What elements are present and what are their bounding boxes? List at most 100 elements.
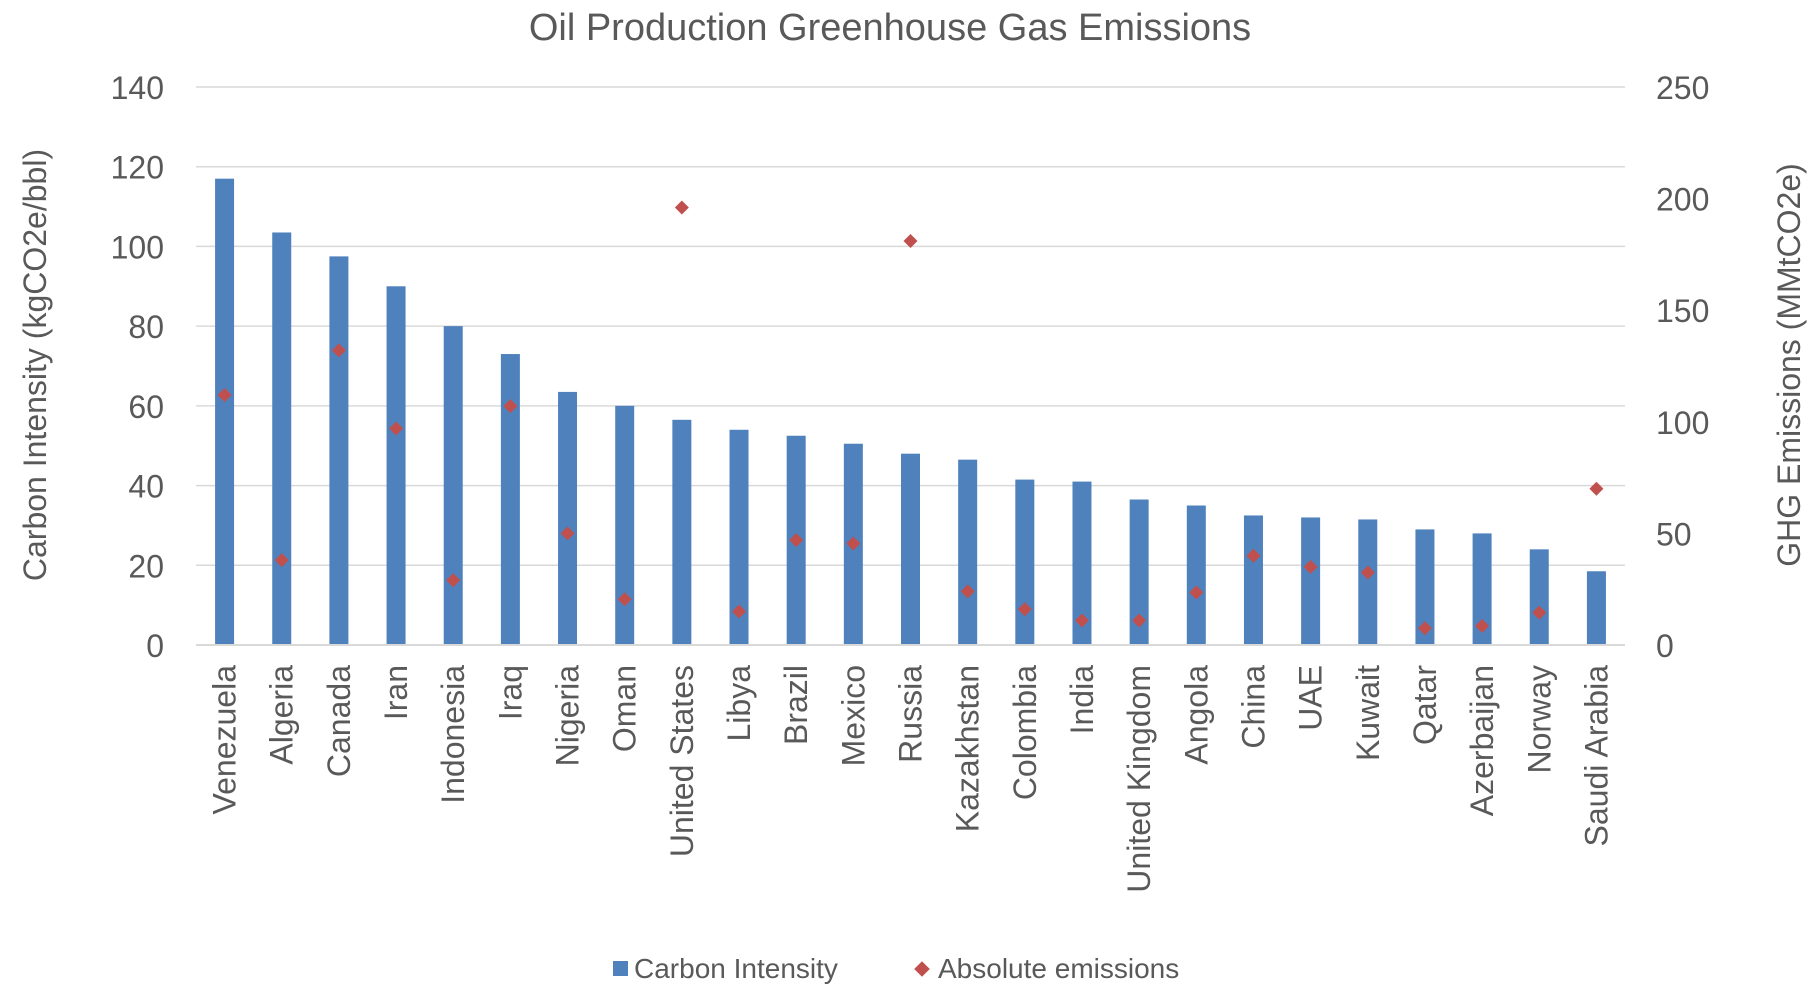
scatter-point: [446, 573, 461, 588]
x-tick-label: Canada: [321, 665, 357, 777]
x-tick-label: United Kingdom: [1121, 665, 1157, 893]
scatter-point: [274, 553, 289, 568]
scatter-point: [846, 536, 861, 551]
scatter-point: [331, 343, 346, 358]
bar: [329, 256, 349, 645]
bar: [558, 391, 578, 645]
scatter-point: [617, 592, 632, 607]
x-tick-label: Indonesia: [435, 665, 471, 804]
bar: [1586, 571, 1606, 645]
y-left-tick-label: 60: [128, 389, 164, 425]
scatter-point: [1246, 548, 1261, 563]
bar: [1358, 519, 1378, 645]
bar: [1243, 515, 1263, 645]
y-left-tick-label: 120: [111, 150, 164, 186]
bar: [1186, 505, 1206, 645]
bar: [1129, 499, 1149, 645]
x-tick-label: China: [1235, 665, 1271, 749]
x-tick-label: Russia: [893, 665, 929, 763]
scatter-point: [503, 399, 518, 414]
x-tick-label: Saudi Arabia: [1578, 665, 1614, 847]
y-left-tick-label: 100: [111, 229, 164, 265]
y-right-tick-label: 250: [1656, 70, 1709, 106]
x-tick-label: Azerbaijan: [1464, 665, 1500, 816]
bar: [1015, 479, 1035, 645]
scatter-point: [903, 234, 918, 249]
y-axis-left-label: Carbon Intensity (kgCO2e/bbl): [17, 149, 53, 581]
legend: Carbon Intensity Absolute emissions: [613, 953, 1179, 984]
scatter-point: [1303, 559, 1318, 574]
x-tick-label: Qatar: [1407, 665, 1443, 745]
y-left-tick-label: 40: [128, 469, 164, 505]
bar: [215, 178, 235, 645]
y-right-tick-label: 150: [1656, 293, 1709, 329]
x-tick-label: Kuwait: [1350, 665, 1386, 761]
y-right-tick-label: 100: [1656, 405, 1709, 441]
y-axis-right-ticks: 0 50 100 150 200 250: [1656, 70, 1709, 664]
y-left-tick-label: 0: [146, 628, 164, 664]
x-tick-label: Kazakhstan: [950, 665, 986, 832]
bar: [615, 405, 635, 645]
y-left-tick-label: 80: [128, 309, 164, 345]
scatter-point: [732, 604, 747, 619]
y-axis-right-label: GHG Emissions (MMtCO2e): [1771, 163, 1807, 567]
x-tick-label: Colombia: [1007, 665, 1043, 800]
legend-swatch-carbon-intensity: [613, 961, 628, 976]
x-tick-label: Algeria: [264, 665, 300, 765]
x-tick-label: Libya: [721, 665, 757, 742]
bar: [1529, 549, 1549, 645]
scatter-point: [1417, 621, 1432, 636]
bar-series: [215, 178, 1606, 645]
scatter-point: [1532, 605, 1547, 620]
y-right-tick-label: 50: [1656, 516, 1692, 552]
bar: [272, 232, 292, 645]
scatter-point: [217, 388, 232, 403]
legend-label-absolute-emissions: Absolute emissions: [938, 953, 1179, 984]
y-left-tick-label: 20: [128, 548, 164, 584]
x-tick-label: Brazil: [778, 665, 814, 745]
x-tick-label: Oman: [607, 665, 643, 752]
x-tick-label: Venezuela: [207, 665, 243, 815]
x-tick-label: Iraq: [492, 665, 528, 720]
scatter-point: [560, 526, 575, 541]
x-tick-label: Norway: [1521, 665, 1557, 773]
x-tick-label: UAE: [1293, 665, 1329, 731]
bar: [1415, 529, 1435, 645]
bar: [729, 429, 749, 645]
scatter-series: [217, 200, 1604, 636]
scatter-point: [1189, 585, 1204, 600]
scatter-point: [389, 421, 404, 436]
y-right-tick-label: 0: [1656, 628, 1674, 664]
x-tick-label: India: [1064, 665, 1100, 735]
bar: [958, 459, 978, 645]
x-tick-label: United States: [664, 665, 700, 857]
scatter-point: [1132, 613, 1147, 628]
x-axis-ticks: Venezuela Algeria Canada Iran Indonesia Iraq N…: [207, 665, 1615, 893]
x-tick-label: Angola: [1178, 665, 1214, 765]
scatter-point: [1074, 613, 1089, 628]
y-axis-left-ticks: 0 20 40 60 80 100 120 140: [111, 70, 164, 664]
x-tick-label: Nigeria: [550, 665, 586, 767]
chart-title: Oil Production Greenhouse Gas Emissions: [529, 7, 1251, 49]
bar: [672, 419, 692, 645]
scatter-point: [789, 533, 804, 548]
bar: [1301, 517, 1321, 645]
legend-label-carbon-intensity: Carbon Intensity: [634, 953, 838, 984]
scatter-point: [1589, 481, 1604, 496]
y-left-tick-label: 140: [111, 70, 164, 106]
y-right-tick-label: 200: [1656, 182, 1709, 218]
bar: [901, 453, 920, 645]
legend-swatch-absolute-emissions: [914, 961, 930, 977]
scatter-point: [1475, 619, 1490, 634]
bar: [1072, 481, 1092, 645]
scatter-point: [1017, 602, 1032, 617]
bar: [1472, 533, 1492, 645]
bar: [386, 286, 406, 645]
scatter-point: [674, 200, 689, 215]
x-tick-label: Mexico: [835, 665, 871, 766]
bar: [500, 354, 520, 645]
scatter-point: [1360, 565, 1375, 580]
scatter-point: [960, 584, 975, 599]
x-tick-label: Iran: [378, 665, 414, 720]
